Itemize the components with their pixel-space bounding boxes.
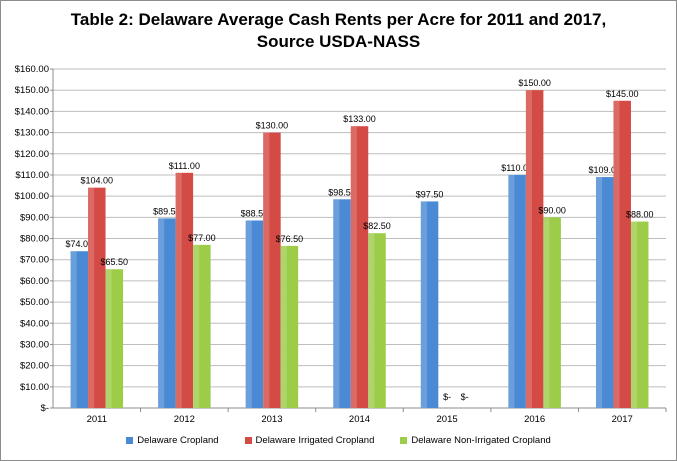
data-label: $98.50 [328, 187, 356, 197]
x-tick-label: 2017 [612, 414, 633, 425]
y-tick-label: $160.00 [15, 64, 49, 75]
bar-highlight [595, 177, 603, 408]
y-tick-label: $140.00 [15, 106, 49, 117]
legend-label-irrigated: Delaware Irrigated Cropland [255, 435, 375, 446]
bar-highlight [280, 245, 287, 408]
x-tick-label: 2011 [87, 414, 107, 425]
bar [263, 132, 281, 408]
data-label: $97.50 [416, 189, 444, 199]
bar-highlight [543, 217, 550, 408]
data-label: $150.00 [518, 78, 551, 88]
data-label: $- [443, 392, 451, 402]
y-tick-label: $130.00 [15, 128, 49, 139]
legend-swatch-non-irrigated [400, 437, 408, 444]
bar [630, 221, 649, 408]
data-label: $82.50 [363, 221, 391, 231]
y-tick-label: $40.00 [20, 318, 49, 329]
bar-highlight [105, 269, 112, 408]
data-label: $76.50 [276, 234, 304, 244]
bar-highlight [368, 233, 375, 408]
bar [245, 220, 264, 408]
bar [88, 187, 106, 408]
bar [70, 251, 89, 408]
legend: Delaware Cropland Delaware Irrigated Cro… [1, 435, 676, 446]
data-label: $88.50 [241, 208, 269, 218]
bar-highlight [525, 90, 533, 408]
chart-title: Table 2: Delaware Average Cash Rents per… [1, 9, 676, 53]
legend-item-irrigated: Delaware Irrigated Cropland [244, 435, 375, 446]
bar [525, 90, 544, 408]
y-tick-label: $10.00 [20, 382, 49, 393]
bar [595, 177, 614, 408]
bar-highlight [70, 251, 77, 408]
bar-highlight [193, 244, 200, 408]
data-label: $90.00 [538, 205, 566, 215]
y-tick-label: $70.00 [20, 255, 49, 266]
x-tick-label: 2013 [261, 414, 282, 425]
y-tick-label: $110.00 [15, 170, 49, 181]
bar-highlight [630, 221, 638, 408]
bar-highlight [88, 187, 95, 408]
bar [158, 218, 176, 408]
data-label: $111.00 [169, 161, 200, 171]
bar-highlight [333, 199, 340, 408]
data-label: $130.00 [256, 121, 289, 131]
bar [420, 201, 439, 408]
legend-swatch-irrigated [244, 437, 252, 444]
bar [333, 199, 351, 408]
bar-highlight [420, 201, 427, 408]
data-label: $88.00 [626, 210, 654, 220]
legend-item-cropland: Delaware Cropland [126, 435, 219, 446]
data-label: $74.00 [66, 239, 94, 249]
bar [350, 126, 369, 409]
bar-highlight [508, 174, 515, 408]
chart-title-line2: Source USDA-NASS [256, 32, 421, 51]
bar-highlight [613, 100, 620, 408]
data-label: $104.00 [81, 176, 114, 186]
bar-highlight [263, 132, 270, 408]
y-tick-label: $- [41, 403, 49, 414]
bar [508, 174, 526, 408]
y-tick-label: $120.00 [15, 149, 49, 160]
data-label: $77.00 [188, 233, 216, 243]
y-tick-label: $90.00 [20, 212, 49, 223]
bar-highlight [175, 172, 182, 408]
legend-item-non-irrigated: Delaware Non-Irrigated Cropland [400, 435, 551, 446]
data-label: $110.00 [501, 163, 533, 173]
legend-label-cropland: Delaware Cropland [137, 435, 219, 446]
bar-highlight [350, 126, 357, 409]
y-tick-label: $80.00 [20, 234, 49, 245]
bar [543, 217, 561, 408]
bar-highlight [245, 220, 252, 408]
bar [175, 172, 194, 408]
x-tick-label: 2014 [349, 414, 370, 425]
y-tick-label: $20.00 [20, 361, 49, 372]
bar [280, 245, 299, 408]
x-tick-label: 2016 [524, 414, 545, 425]
legend-label-non-irrigated: Delaware Non-Irrigated Cropland [411, 435, 551, 446]
bar-highlight [158, 218, 165, 408]
y-tick-label: $100.00 [15, 191, 49, 202]
legend-swatch-cropland [126, 437, 134, 444]
y-tick-label: $30.00 [20, 339, 49, 350]
data-label: $89.50 [153, 206, 181, 216]
data-label: $109.00 [588, 165, 621, 175]
y-tick-label: $150.00 [15, 85, 49, 96]
bar [613, 100, 631, 408]
bar [368, 233, 386, 408]
y-tick-label: $60.00 [20, 276, 49, 287]
x-tick-label: 2015 [437, 414, 458, 425]
chart-title-line1: Table 2: Delaware Average Cash Rents per… [70, 10, 607, 29]
y-tick-label: $50.00 [20, 297, 49, 308]
data-label: $133.00 [343, 114, 376, 124]
x-tick-label: 2012 [174, 414, 195, 425]
bar [105, 269, 124, 408]
data-label: $65.50 [101, 257, 129, 267]
bar [193, 244, 211, 408]
data-label: $- [461, 392, 469, 402]
data-label: $145.00 [606, 89, 639, 99]
